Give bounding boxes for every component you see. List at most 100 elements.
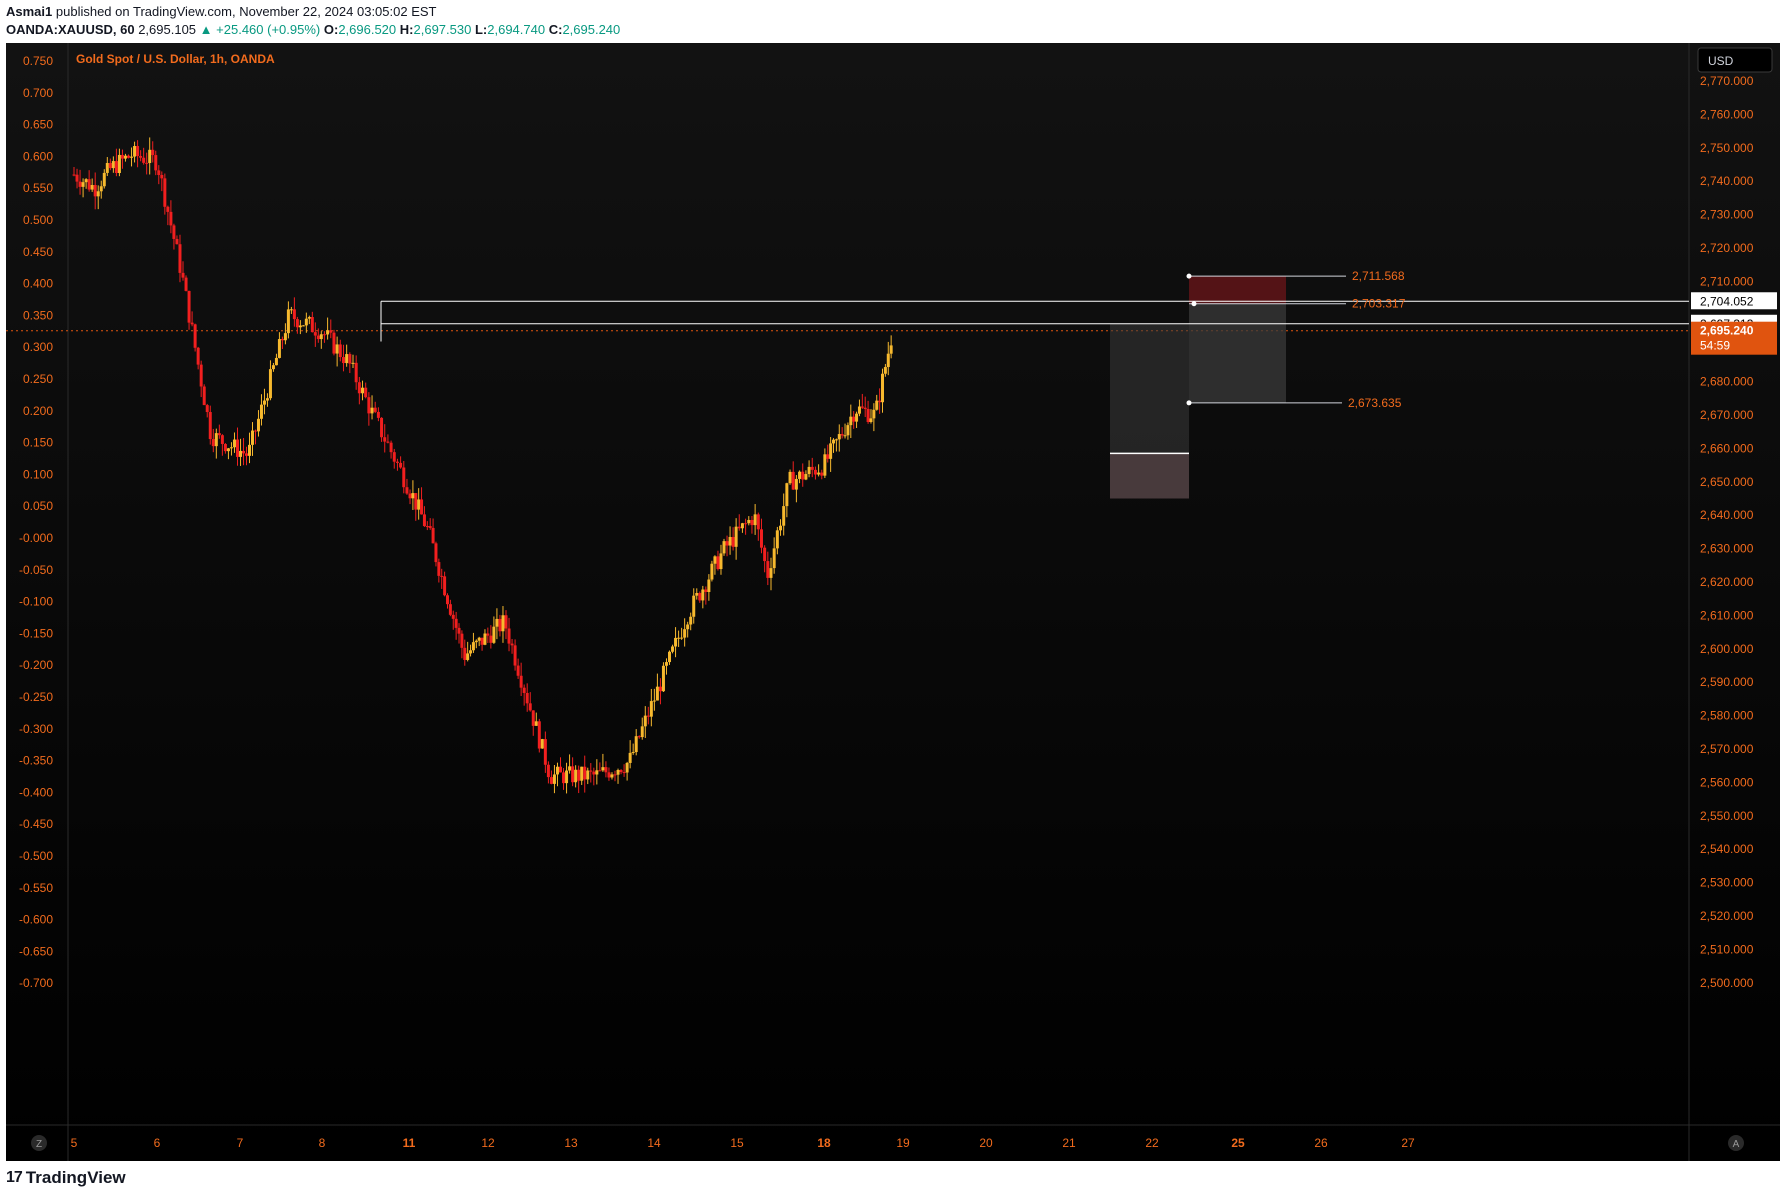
- right-axis[interactable]: 2,770.000 2,760.000 2,750.000 2,740.000 2,73…: [1691, 74, 1777, 990]
- candle-body: [843, 435, 847, 437]
- right-axis-tick-label: 2,770.000: [1700, 74, 1754, 88]
- candle-body: [763, 547, 767, 562]
- candle-body: [93, 185, 97, 197]
- candle-body: [245, 453, 249, 456]
- candle-body: [214, 433, 218, 447]
- candle-body: [779, 525, 783, 531]
- candle-body: [196, 347, 200, 365]
- left-axis[interactable]: 0.750 0.700 0.650 0.600 0.550 0.500 0.450 0.400…: [19, 54, 53, 990]
- currency-button-bg[interactable]: [1697, 47, 1773, 73]
- candle-body: [208, 412, 212, 440]
- candle-body: [546, 764, 550, 778]
- target-label-handle[interactable]: [1186, 400, 1192, 406]
- zoom-reset-label: Z: [36, 1139, 42, 1150]
- candle-body: [701, 589, 705, 601]
- candle-body: [148, 149, 152, 163]
- chart-background: [6, 43, 1780, 1161]
- current-price-tag: 2,695.240: [1700, 324, 1754, 338]
- close-label: C:: [548, 22, 563, 37]
- position-tool[interactable]: [1110, 276, 1286, 499]
- candle-body: [87, 179, 91, 190]
- right-axis-tick-label: 2,550.000: [1700, 809, 1754, 823]
- candle-body: [84, 179, 88, 183]
- time-axis-tick-label: 5: [71, 1136, 78, 1150]
- candle-body: [592, 771, 596, 775]
- candle-body: [525, 692, 529, 704]
- candle-body: [664, 662, 668, 666]
- candle-body: [361, 387, 365, 394]
- candle-body: [193, 324, 197, 348]
- last-price: 2,695.105: [138, 22, 197, 37]
- brand-footer: 17 TradingView: [6, 1168, 126, 1188]
- stop-label-handle[interactable]: [1186, 273, 1192, 279]
- candle-body: [217, 433, 221, 436]
- candle-body: [422, 514, 426, 527]
- candle-body: [598, 770, 602, 772]
- right-axis-tick-label: 2,560.000: [1700, 775, 1754, 789]
- time-axis-tick-label: 20: [979, 1136, 993, 1150]
- right-axis-tick-label: 2,750.000: [1700, 141, 1754, 155]
- time-axis[interactable]: 5 6 7 8 11 12 13 14 15 18 19 20 21 22 25 26 27: [71, 1136, 1415, 1150]
- currency-button[interactable]: USD: [1697, 47, 1773, 73]
- candle-body: [722, 541, 726, 554]
- candle-body: [734, 526, 738, 547]
- candle-body: [759, 529, 763, 548]
- left-axis-tick-label: 0.600: [23, 149, 53, 163]
- left-axis-tick-label: 0.550: [23, 181, 53, 195]
- prior-target-zone[interactable]: [1110, 323, 1189, 454]
- chart-svg[interactable]: 0.750 0.700 0.650 0.600 0.550 0.500 0.450 0.400…: [6, 43, 1780, 1161]
- zoom-reset-button[interactable]: Z: [31, 1135, 47, 1151]
- candle-body: [181, 272, 185, 278]
- candle-body: [807, 466, 811, 475]
- time-axis-tick-label: 15: [730, 1136, 744, 1150]
- candle-body: [145, 162, 149, 164]
- candle-body: [528, 703, 532, 711]
- candle-body: [253, 430, 257, 432]
- price-tag-level-a: 2,704.052: [1700, 294, 1754, 308]
- time-axis-tick-label: 8: [319, 1136, 326, 1150]
- candle-body: [549, 777, 553, 784]
- left-axis-tick-label: -0.300: [19, 722, 53, 736]
- candle-body: [239, 450, 243, 457]
- currency-label: USD: [1708, 54, 1734, 68]
- candle-body: [256, 418, 260, 432]
- auto-scale-circle[interactable]: [1728, 1135, 1744, 1151]
- candle-body: [345, 354, 349, 364]
- candle-body: [540, 739, 544, 749]
- candle-body: [604, 767, 608, 773]
- candle-body: [280, 339, 284, 341]
- candle-body: [562, 772, 566, 784]
- candle-body: [878, 400, 882, 403]
- time-axis-tick-label: 7: [237, 1136, 244, 1150]
- candle-body: [513, 645, 517, 666]
- chart-frame[interactable]: 0.750 0.700 0.650 0.600 0.550 0.500 0.450 0.400…: [6, 43, 1780, 1161]
- candle-body: [643, 715, 647, 727]
- right-axis-tick-label: 2,510.000: [1700, 942, 1754, 956]
- right-axis-tick-label: 2,620.000: [1700, 575, 1754, 589]
- candle-body: [262, 400, 266, 405]
- stop-loss-zone[interactable]: [1189, 276, 1286, 304]
- candle-body: [826, 454, 830, 459]
- candle-body: [199, 364, 203, 387]
- right-axis-tick-label: 2,640.000: [1700, 508, 1754, 522]
- candle-body: [486, 633, 490, 636]
- candle-body: [307, 317, 311, 319]
- auto-scale-button[interactable]: A: [1728, 1135, 1744, 1151]
- right-axis-tick-label: 2,530.000: [1700, 876, 1754, 890]
- low-label: L:: [474, 22, 488, 37]
- zoom-reset-circle[interactable]: [31, 1135, 47, 1151]
- candle-body: [595, 770, 599, 775]
- candle-body: [313, 332, 317, 336]
- right-axis-tick-label: 2,570.000: [1700, 742, 1754, 756]
- candle-body: [728, 536, 732, 546]
- candle-body: [810, 466, 814, 470]
- candle-body: [785, 483, 789, 507]
- candle-body: [832, 439, 836, 444]
- prior-stop-zone[interactable]: [1110, 453, 1189, 499]
- time-axis-tick-label: 26: [1314, 1136, 1328, 1150]
- left-axis-tick-label: -0.100: [19, 595, 53, 609]
- entry-label-handle[interactable]: [1191, 301, 1197, 307]
- candle-body: [813, 469, 817, 475]
- candle-body: [474, 640, 478, 643]
- take-profit-zone[interactable]: [1189, 303, 1286, 403]
